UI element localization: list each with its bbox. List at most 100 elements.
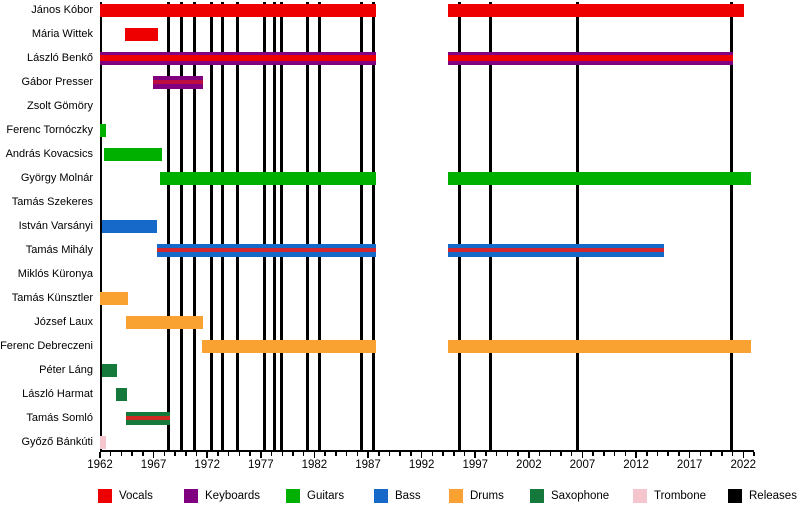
row-label-14: Ferenc Debreczeni	[0, 340, 93, 352]
legend-swatch-bass	[374, 489, 388, 503]
row-label-12: Tamás Künsztler	[11, 292, 93, 304]
tick-label-1967: 1967	[140, 459, 167, 471]
minor-tick-1963	[109, 452, 112, 456]
minor-tick-1980	[292, 452, 294, 456]
minor-tick-1996	[463, 452, 466, 456]
member-bar-10-0	[156, 243, 376, 257]
bar-stripe-3-0	[152, 80, 203, 84]
legend-label-bass: Bass	[395, 490, 421, 502]
row-label-17: Tamás Somló	[26, 412, 93, 424]
row-label-16: László Harmat	[22, 388, 93, 400]
row-label-18: Győző Bánkúti	[21, 436, 93, 448]
tick-label-1987: 1987	[355, 459, 381, 471]
minor-tick-1975	[238, 452, 241, 456]
minor-tick-2014	[656, 452, 659, 456]
legend-swatch-vocals	[98, 489, 112, 503]
major-tick-1997	[474, 452, 476, 458]
member-bar-14-0	[201, 339, 376, 353]
minor-tick-1991	[410, 452, 412, 456]
tick-label-2017: 2017	[676, 459, 703, 471]
legend-label-drums: Drums	[470, 490, 504, 502]
member-bar-2-0	[100, 51, 376, 65]
minor-tick-2020	[721, 452, 723, 456]
member-bar-7-0	[160, 171, 376, 185]
member-bar-2-1	[448, 51, 733, 65]
minor-tick-2021	[731, 452, 734, 456]
minor-tick-2009	[603, 452, 605, 456]
member-bar-6-0	[104, 147, 163, 161]
legend-swatch-keyboards	[184, 489, 198, 503]
tick-label-2007: 2007	[569, 459, 596, 471]
release-line-8	[279, 2, 283, 450]
member-bar-12-0	[100, 291, 128, 305]
minor-tick-1965	[131, 452, 133, 456]
release-line-11	[360, 2, 364, 450]
release-line-7	[273, 2, 277, 450]
release-line-5	[235, 2, 239, 450]
minor-tick-2005	[560, 452, 562, 456]
member-bar-18-0	[100, 435, 107, 449]
release-line-16	[729, 2, 733, 450]
release-line-15	[575, 2, 579, 450]
release-line-10	[318, 2, 322, 450]
minor-tick-2023	[753, 452, 755, 456]
bar-stripe-17-0	[125, 416, 170, 420]
major-tick-1967	[152, 452, 155, 458]
x-axis-baseline	[100, 450, 754, 452]
member-bar-17-0	[125, 411, 170, 425]
tick-label-1977: 1977	[248, 459, 274, 471]
row-label-5: Ferenc Tornóczky	[6, 124, 93, 136]
release-line-12	[371, 2, 375, 450]
release-line-2	[192, 2, 196, 450]
row-label-4: Zsolt Gömöry	[26, 100, 93, 112]
release-line-1	[179, 2, 183, 450]
major-tick-1982	[313, 452, 316, 458]
member-bar-1-0	[124, 27, 158, 41]
minor-tick-2010	[613, 452, 616, 456]
release-line-0	[167, 2, 171, 450]
major-tick-1992	[420, 452, 423, 458]
major-tick-2002	[528, 452, 530, 458]
tick-label-2022: 2022	[730, 459, 757, 471]
minor-tick-1970	[185, 452, 187, 456]
minor-tick-1981	[302, 452, 305, 456]
minor-tick-1990	[399, 452, 401, 456]
minor-tick-2001	[517, 452, 519, 456]
legend-label-guitars: Guitars	[307, 490, 345, 502]
row-label-6: András Kovacsics	[5, 148, 93, 160]
member-bar-15-0	[102, 363, 118, 377]
minor-tick-1983	[324, 452, 326, 456]
bar-stripe-2-1	[448, 55, 733, 61]
legend-swatch-releases	[728, 489, 742, 503]
release-line-6	[262, 2, 266, 450]
minor-tick-1988	[378, 452, 380, 456]
minor-tick-1995	[453, 452, 455, 456]
minor-tick-1994	[442, 452, 444, 456]
major-tick-1962	[99, 452, 101, 458]
minor-tick-1966	[142, 452, 144, 456]
minor-tick-1989	[388, 452, 391, 456]
row-label-7: György Molnár	[20, 172, 93, 184]
legend-swatch-guitars	[286, 489, 300, 503]
minor-tick-1993	[431, 452, 434, 456]
row-label-13: József Laux	[34, 316, 93, 328]
row-label-3: Gábor Presser	[21, 76, 93, 88]
bar-stripe-10-0	[156, 248, 376, 252]
release-line-9	[306, 2, 310, 450]
minor-tick-1976	[249, 452, 251, 456]
member-bar-7-1	[448, 171, 751, 185]
row-label-8: Tamás Szekeres	[11, 196, 93, 208]
legend-swatch-saxophone	[530, 489, 544, 503]
row-label-11: Miklós Küronya	[17, 268, 93, 280]
y-axis-line	[100, 2, 102, 450]
member-bar-0-0	[100, 3, 376, 17]
member-bar-3-0	[152, 75, 203, 89]
member-bar-9-0	[102, 219, 157, 233]
release-line-13	[457, 2, 461, 450]
major-tick-1977	[260, 452, 262, 458]
legend-label-saxophone: Saxophone	[551, 490, 610, 502]
major-tick-1987	[367, 452, 369, 458]
member-bar-13-0	[125, 315, 203, 329]
major-tick-2012	[635, 452, 637, 458]
major-tick-1972	[206, 452, 208, 458]
